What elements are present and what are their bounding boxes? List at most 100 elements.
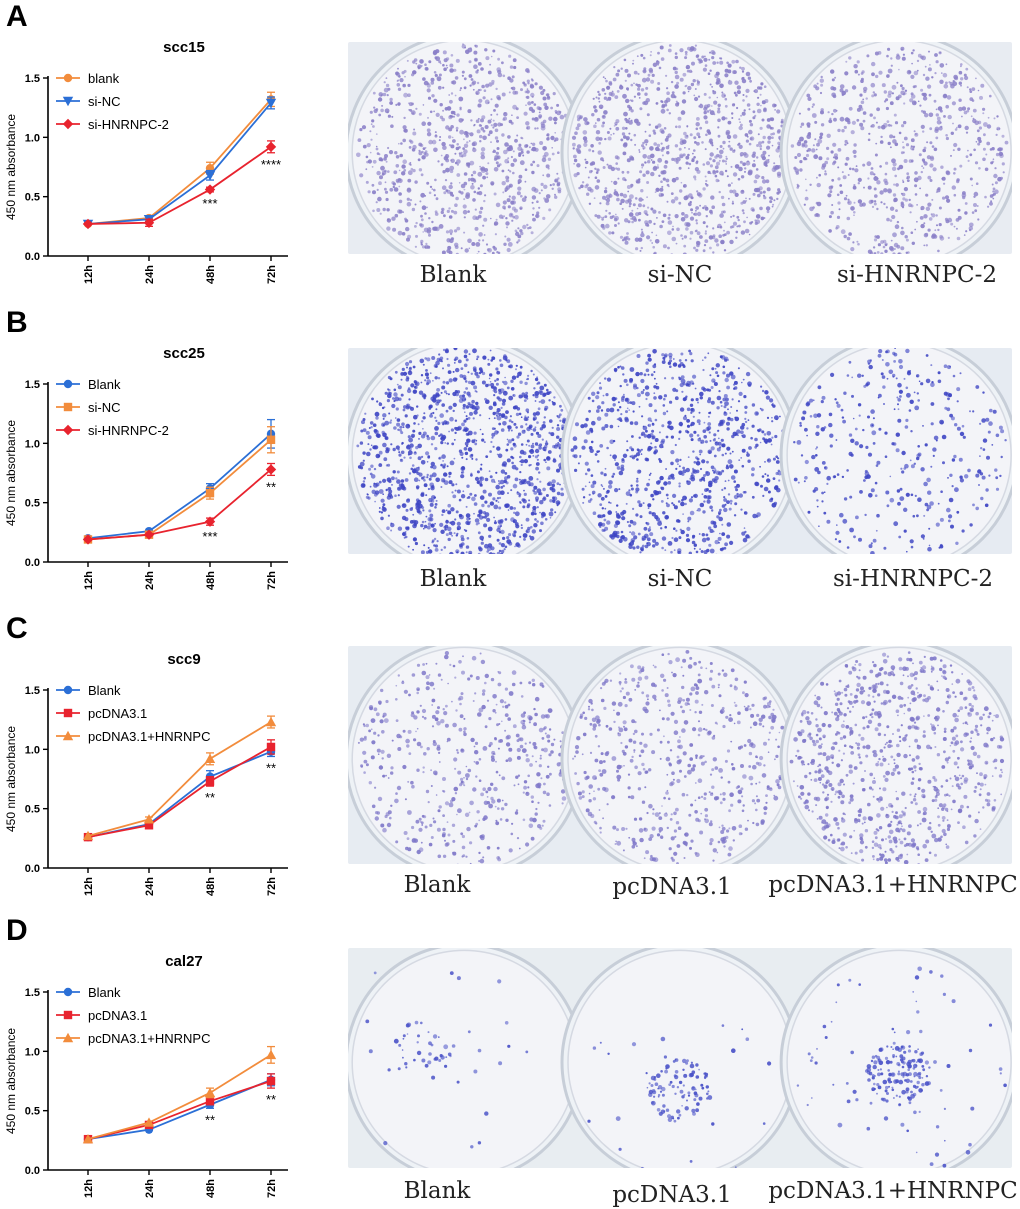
colony bbox=[451, 442, 455, 446]
colony bbox=[648, 474, 651, 476]
series-line bbox=[87, 468, 272, 541]
colony bbox=[941, 177, 944, 180]
colony bbox=[387, 170, 390, 173]
colony bbox=[774, 434, 778, 439]
colony bbox=[688, 349, 691, 353]
colony bbox=[935, 108, 938, 111]
colony bbox=[362, 451, 366, 455]
colony bbox=[448, 475, 451, 478]
colony bbox=[463, 188, 466, 191]
colony bbox=[660, 193, 664, 197]
colony bbox=[432, 380, 434, 382]
colony bbox=[541, 438, 544, 441]
colony bbox=[681, 237, 684, 240]
colony bbox=[540, 399, 546, 404]
colony bbox=[596, 391, 600, 395]
colony bbox=[670, 550, 673, 554]
colony bbox=[376, 170, 381, 176]
colony bbox=[591, 420, 596, 426]
colony bbox=[709, 412, 712, 415]
colony bbox=[604, 507, 607, 510]
colony bbox=[512, 532, 516, 537]
colony bbox=[685, 497, 687, 499]
colony bbox=[512, 442, 516, 446]
colony bbox=[407, 435, 411, 439]
colony bbox=[372, 125, 375, 128]
colony bbox=[357, 465, 362, 469]
colony bbox=[656, 60, 659, 62]
colony bbox=[646, 542, 649, 545]
colony bbox=[623, 393, 625, 396]
colony bbox=[509, 65, 514, 69]
colony bbox=[401, 232, 406, 236]
colony bbox=[489, 63, 491, 66]
colony bbox=[906, 177, 909, 180]
colony bbox=[402, 211, 404, 214]
colony bbox=[396, 504, 401, 509]
colony bbox=[610, 180, 613, 183]
colony bbox=[489, 501, 495, 506]
colony bbox=[686, 125, 689, 127]
colony bbox=[485, 455, 489, 458]
colony bbox=[534, 426, 537, 429]
colony bbox=[857, 73, 860, 76]
colony bbox=[684, 56, 688, 60]
colony bbox=[659, 475, 664, 481]
colony bbox=[652, 160, 656, 164]
colony bbox=[629, 531, 631, 533]
colony bbox=[951, 101, 957, 106]
colony bbox=[381, 170, 387, 175]
colony bbox=[406, 526, 410, 530]
colony bbox=[994, 167, 997, 170]
colony bbox=[991, 160, 995, 163]
colony bbox=[606, 163, 609, 166]
colony bbox=[422, 231, 424, 233]
colony bbox=[627, 237, 631, 241]
colony bbox=[542, 174, 545, 177]
colony bbox=[515, 364, 518, 367]
colony bbox=[858, 537, 862, 542]
colony bbox=[619, 192, 624, 197]
colony bbox=[547, 157, 552, 161]
colony bbox=[478, 232, 483, 237]
colony bbox=[484, 500, 488, 504]
colony bbox=[514, 229, 518, 233]
colony bbox=[839, 184, 843, 187]
colony bbox=[871, 94, 875, 98]
colony bbox=[413, 451, 417, 455]
colony bbox=[616, 90, 620, 93]
colony bbox=[495, 151, 499, 155]
colony bbox=[614, 488, 619, 493]
colony bbox=[657, 521, 662, 526]
colony bbox=[677, 518, 680, 521]
colony bbox=[571, 135, 577, 140]
colony bbox=[717, 103, 721, 107]
colony bbox=[695, 397, 699, 402]
colony bbox=[703, 244, 707, 247]
colony bbox=[429, 110, 433, 114]
colony bbox=[715, 170, 719, 173]
colony bbox=[621, 170, 625, 174]
colony bbox=[675, 67, 679, 71]
colony bbox=[474, 494, 477, 497]
colony bbox=[480, 67, 484, 71]
colony bbox=[496, 147, 500, 150]
colony bbox=[673, 527, 676, 530]
colony bbox=[714, 174, 718, 178]
colony bbox=[751, 495, 755, 499]
colony bbox=[626, 137, 629, 141]
colony bbox=[507, 242, 513, 247]
colony bbox=[443, 191, 447, 195]
colony bbox=[524, 195, 527, 198]
colony bbox=[743, 527, 746, 529]
colony bbox=[600, 471, 604, 475]
colony bbox=[644, 385, 650, 390]
colony bbox=[688, 162, 692, 166]
colony bbox=[442, 63, 445, 67]
colony bbox=[494, 430, 499, 435]
colony bbox=[424, 520, 427, 523]
colony bbox=[629, 155, 634, 160]
colony bbox=[644, 92, 648, 96]
colony bbox=[537, 434, 542, 438]
colony bbox=[844, 71, 849, 76]
